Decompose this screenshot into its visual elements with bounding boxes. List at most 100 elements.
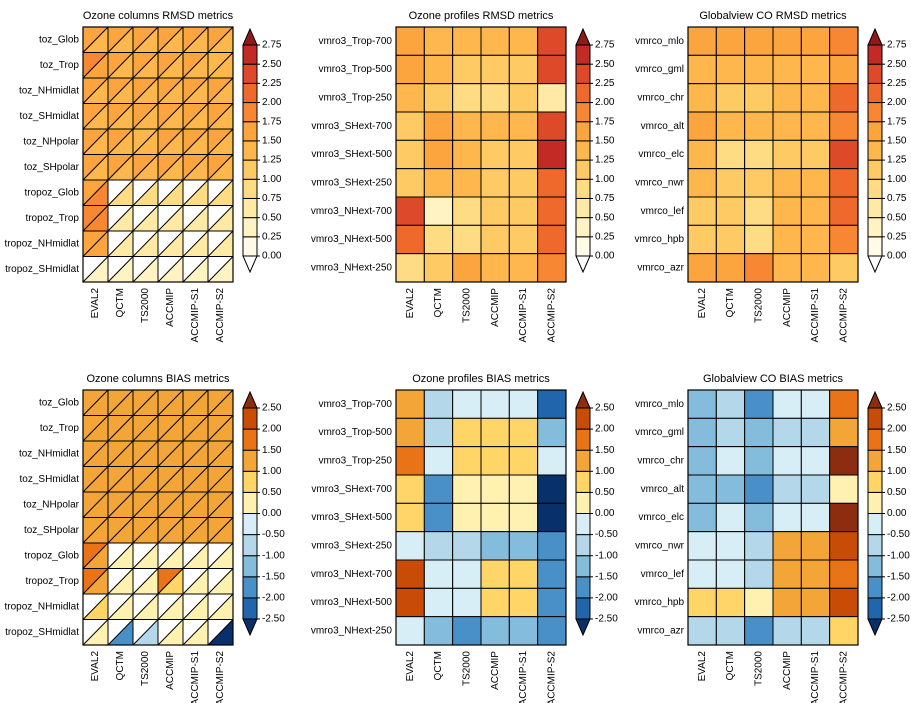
heatmap-cell [687,587,717,618]
row-label: vmro3_Trop-250 [318,455,392,466]
heatmap-cell [395,389,425,419]
colorbar-tick-label: -1.50 [262,571,285,582]
cell-diagonal [107,179,134,206]
colorbar-tick-label: 2.75 [887,40,907,51]
colorbar-segment [575,217,591,238]
colorbar-segment [575,63,591,84]
heatmap-cell [395,139,425,170]
cell-diagonal [182,205,209,232]
heatmap-cell [772,54,802,85]
cell-diagonal [107,154,134,181]
heatmap-cell [744,253,774,283]
colorbar-segment [867,140,883,161]
cell-diagonal [182,466,209,493]
heatmap-cell [687,139,717,170]
heatmap-cell [452,83,482,113]
heatmap-cell [715,531,746,561]
row-label: tropoz_SHmidlat [5,627,79,638]
heatmap-cell [829,446,859,476]
heatmap-cell [508,502,539,533]
heatmap-cell [480,502,510,533]
cell-diagonal [157,77,184,104]
heatmap-cell [715,196,746,226]
colorbar-tick-label: 1.00 [262,174,282,185]
heatmap-cell [395,83,425,113]
column-label: ACCMIP-S2 [546,651,557,703]
heatmap-cell [829,54,859,85]
colorbar-low-triangle [242,255,258,274]
heatmap-cell [772,417,802,448]
row-label: vmrco_hpb [635,234,685,245]
row-label: toz_Trop [40,423,80,434]
heatmap-cell [829,111,859,141]
cell-diagonal [107,568,134,595]
colorbar-segment [867,102,883,123]
colorbar-segment [867,63,883,84]
row-label: tropoz_SHmidlat [5,264,79,275]
cell-diagonal [182,230,209,257]
heatmap-cell [480,587,510,618]
cell-diagonal [157,389,184,416]
cell-diagonal [82,154,109,181]
column-label: ACCMIP [490,651,501,690]
column-label: EVAL2 [90,651,101,682]
heatmap-cell [423,417,454,448]
colorbar-tick-label: 2.00 [595,97,615,108]
row-label: vmrco_azr [637,625,684,636]
heatmap-cell [480,26,510,56]
colorbar-segment [575,407,591,430]
cell-diagonal [132,128,159,155]
cell-diagonal [207,440,234,467]
heatmap-cell [687,253,717,283]
colorbar-tick-label: -0.50 [262,529,285,540]
colorbar-tick-label: -2.50 [887,614,910,625]
heatmap-cell [800,196,831,226]
column-label: TS2000 [461,651,472,686]
column-label: ACCMIP-S2 [215,288,226,343]
colorbar-segment [867,470,883,493]
heatmap-cell [480,168,510,198]
cell-diagonal [182,440,209,467]
heatmap-cell [800,111,831,141]
heatmap-cell [508,83,539,113]
colorbar-segment [575,44,591,65]
row-label: vmrco_gml [635,427,684,438]
column-label: ACCMIP-S1 [190,288,201,343]
colorbar-low-triangle [867,618,883,637]
panel-title: Globalview CO RMSD metrics [699,10,847,22]
colorbar-segment [575,178,591,199]
heatmap-cell [744,559,774,589]
cell-diagonal [132,230,159,257]
colorbar-segment [575,197,591,219]
cell-diagonal [132,440,159,467]
heatmap-cell [537,196,567,226]
colorbar-tick-label: 0.00 [595,508,615,519]
heatmap-cell [800,616,831,646]
heatmap-cell [423,559,454,589]
panel: Globalview CO RMSD metrics vmrco_mlovmrco… [635,10,907,343]
heatmap-cell [423,502,454,533]
heatmap-cell [829,139,859,170]
colorbar-segment [575,491,591,514]
colorbar-tick-label: 1.00 [887,466,907,477]
column-label: ACCMIP-S2 [215,651,226,703]
colorbar-segment [242,140,258,161]
cell-diagonal [157,205,184,232]
heatmap-cell [452,531,482,561]
colorbar-tick-label: -1.00 [262,550,285,561]
heatmap-cell [423,474,454,504]
heatmap-cell [715,559,746,589]
colorbar-segment [242,236,258,257]
heatmap-cell [537,139,567,170]
heatmap-cell [829,474,859,504]
heatmap-cell [537,474,567,504]
heatmap-cell [744,587,774,618]
cell-diagonal [82,128,109,155]
heatmap-cell [829,26,859,56]
colorbar-tick-label: -2.00 [262,593,285,604]
row-label: vmro3_NHext-500 [311,234,393,245]
heatmap-cell [508,474,539,504]
heatmap-cell [744,502,774,533]
cell-diagonal [207,230,234,257]
heatmap-cell [537,531,567,561]
